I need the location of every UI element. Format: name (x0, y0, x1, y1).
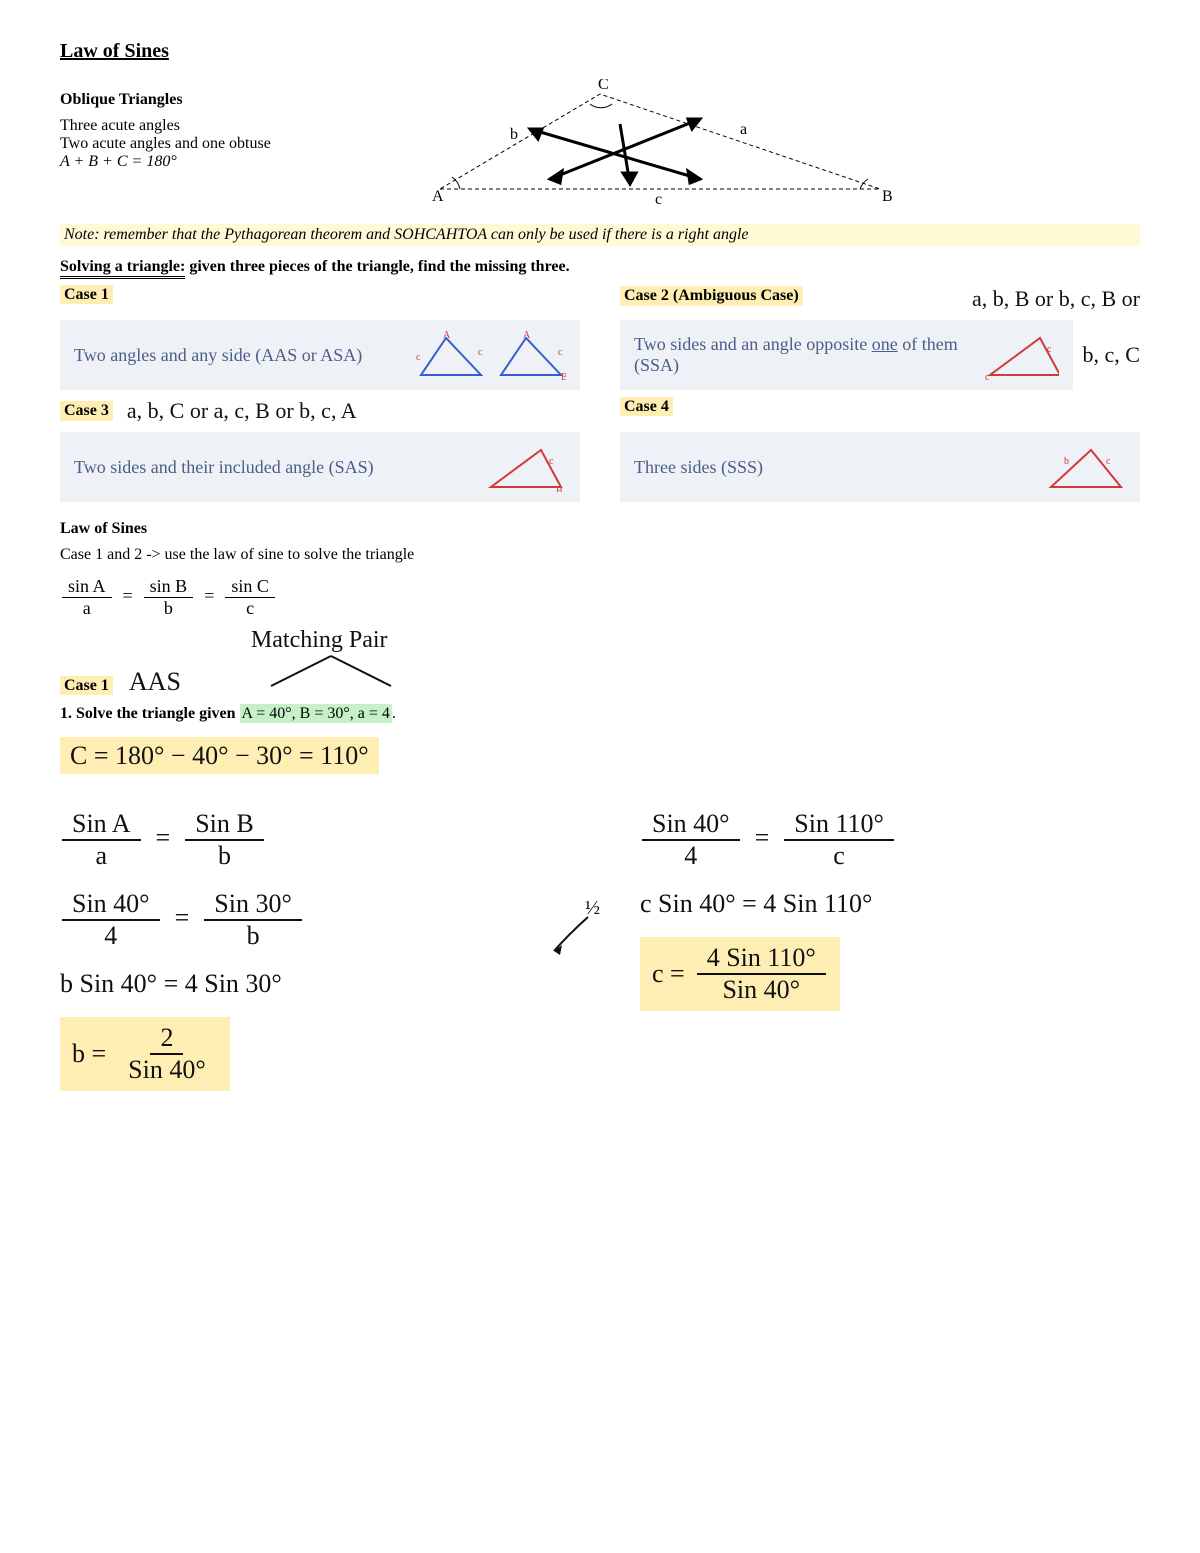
case2-hand2: b, c, C (1083, 342, 1140, 368)
los-heading: Law of Sines (60, 520, 1140, 538)
oblique-row: Oblique Triangles Three acute angles Two… (60, 79, 1140, 214)
ex-case-label: Case 1 (60, 676, 113, 695)
work-right: Sin 40°4 = Sin 110°c c Sin 40° = 4 Sin 1… (640, 791, 1140, 1109)
svg-text:c: c (1106, 456, 1111, 467)
oblique-line1: Three acute angles (60, 117, 420, 135)
ex-prompt: 1. Solve the triangle given A = 40°, B =… (60, 705, 1140, 723)
case2-hand: a, b, B or b, c, B or (815, 286, 1140, 312)
case2-label: Case 2 (Ambiguous Case) (620, 286, 803, 306)
solving-line: Solving a triangle: given three pieces o… (60, 258, 1140, 276)
worked-solution: C = 180° − 40° − 30° = 110° Sin Aa = Sin… (60, 741, 1140, 1109)
matching-pair-arrows (251, 654, 411, 690)
matching-pair-label: Matching Pair (251, 627, 411, 654)
case3-box: Two sides and their included angle (SAS)… (60, 432, 580, 502)
ex-aas: AAS (129, 667, 181, 696)
pythag-note: Note: remember that the Pythagorean theo… (60, 224, 1140, 246)
svg-text:a: a (1020, 377, 1025, 380)
svg-text:a: a (740, 121, 747, 138)
svg-text:B: B (561, 372, 566, 380)
oblique-heading: Oblique Triangles (60, 91, 420, 109)
los-formula: sin Aa = sin Bb = sin Cc (60, 576, 1140, 619)
los-use: Case 1 and 2 -> use the law of sine to s… (60, 546, 1140, 564)
case4-box: Three sides (SSS) b c a (620, 432, 1140, 502)
svg-text:C: C (598, 79, 609, 93)
svg-text:c: c (416, 352, 421, 363)
page-title: Law of Sines (60, 40, 1140, 63)
case1-label: Case 1 (60, 285, 113, 304)
svg-text:c: c (549, 456, 554, 467)
svg-text:c: c (1047, 344, 1052, 355)
work-left: Sin Aa = Sin Bb Sin 40°4 = Sin 30°b ½ b … (60, 791, 560, 1109)
case3-label: Case 3 (60, 401, 113, 421)
svg-text:c: c (558, 347, 563, 358)
oblique-line2: Two acute angles and one obtuse (60, 135, 420, 153)
svg-text:a: a (521, 489, 526, 492)
svg-text:b: b (510, 126, 518, 143)
svg-text:A: A (432, 188, 444, 205)
svg-text:b: b (1064, 456, 1069, 467)
c-equals-line: C = 180° − 40° − 30° = 110° (60, 737, 379, 774)
svg-text:B: B (556, 486, 563, 492)
svg-text:c: c (655, 191, 662, 208)
case1-box: Two angles and any side (AAS or ASA) A c… (60, 320, 580, 390)
svg-text:c: c (478, 347, 483, 358)
cases-grid: Case 1 Case 2 (Ambiguous Case) a, b, B o… (60, 286, 1140, 502)
case2-box: Two sides and an angle opposite one of t… (620, 320, 1073, 390)
case3-hand: a, b, C or a, c, B or b, c, A (127, 398, 357, 424)
svg-text:c: c (985, 372, 990, 380)
svg-text:A: A (523, 330, 531, 341)
svg-text:A: A (443, 330, 451, 341)
oblique-diagram: A B C b a c (420, 79, 900, 209)
half-arrow (548, 915, 598, 955)
svg-text:B: B (882, 188, 893, 205)
svg-text:a: a (1084, 489, 1089, 492)
case4-label: Case 4 (620, 397, 673, 416)
oblique-eq: A + B + C = 180° (60, 153, 420, 171)
